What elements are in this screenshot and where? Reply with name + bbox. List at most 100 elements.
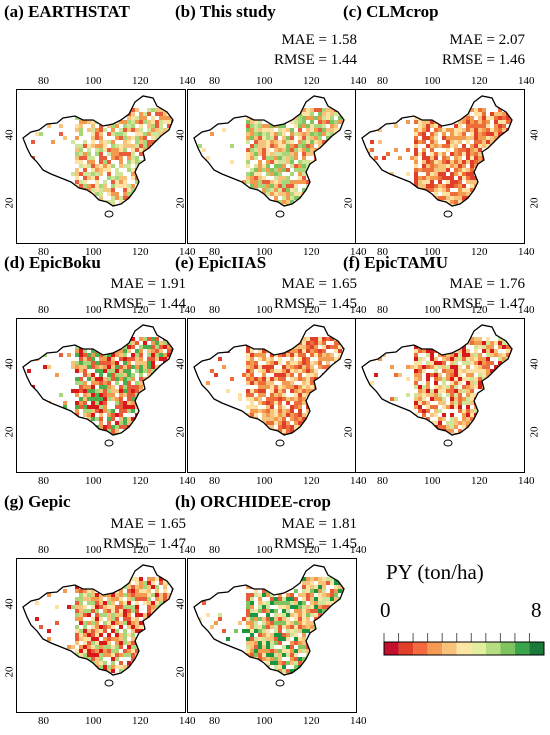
- yield-cell: [470, 369, 474, 373]
- yield-cell: [470, 164, 474, 168]
- yield-cell: [302, 120, 306, 124]
- yield-cell: [107, 369, 111, 373]
- yield-cell: [326, 160, 330, 164]
- yield-cell: [470, 180, 474, 184]
- yield-cell: [514, 365, 518, 369]
- yield-cell: [486, 132, 490, 136]
- yield-cell: [95, 353, 99, 357]
- yield-cell: [167, 188, 171, 192]
- yield-cell: [286, 413, 290, 417]
- yield-cell: [278, 665, 282, 669]
- yield-cell: [502, 144, 506, 148]
- yield-cell: [422, 437, 426, 441]
- yield-cell: [466, 353, 470, 357]
- yield-cell: [131, 385, 135, 389]
- yield-cell: [119, 148, 123, 152]
- yield-cell: [458, 208, 462, 212]
- yield-cell: [127, 184, 131, 188]
- yield-cell: [135, 136, 139, 140]
- yield-cell: [123, 184, 127, 188]
- yield-cell: [254, 108, 258, 112]
- yield-cell: [486, 200, 490, 204]
- yield-cell: [135, 609, 139, 613]
- yield-cell: [422, 208, 426, 212]
- yield-cell: [278, 653, 282, 657]
- yield-cell: [418, 401, 422, 405]
- yield-cell: [466, 401, 470, 405]
- yield-cell: [103, 605, 107, 609]
- yield-cell: [322, 132, 326, 136]
- yield-cell: [159, 433, 163, 435]
- yield-cell: [270, 437, 274, 441]
- yield-cell: [330, 196, 334, 200]
- yield-cell: [151, 585, 155, 589]
- yield-cell: [131, 593, 135, 597]
- yield-cell: [466, 120, 470, 124]
- yield-cell: [302, 381, 306, 385]
- yield-cell: [510, 204, 512, 206]
- yield-cell: [262, 417, 266, 421]
- yield-cell: [506, 413, 510, 417]
- yield-cell: [446, 200, 450, 204]
- yield-cell: [470, 176, 474, 180]
- yield-cell: [478, 429, 482, 433]
- yield-cell: [278, 657, 282, 661]
- yield-cell: [314, 605, 318, 609]
- yield-cell: [99, 361, 103, 365]
- yield-cell: [510, 140, 512, 144]
- yield-cell: [147, 577, 151, 581]
- yield-cell: [270, 337, 274, 341]
- yield-cell: [414, 397, 418, 401]
- mae-label: MAE = 1.65: [281, 276, 357, 292]
- yield-cell: [95, 192, 99, 196]
- yield-cell: [306, 629, 310, 633]
- yield-cell: [135, 116, 139, 120]
- yield-cell: [163, 401, 167, 405]
- yield-cell: [147, 429, 151, 433]
- yield-cell: [151, 345, 155, 349]
- yield-cell: [175, 140, 179, 144]
- yield-cell: [155, 393, 159, 397]
- yield-cell: [450, 160, 454, 164]
- yield-cell: [246, 433, 250, 435]
- yield-cell: [306, 204, 310, 206]
- yield-cell: [175, 120, 179, 124]
- yield-cell: [270, 661, 274, 665]
- yield-cell: [131, 657, 135, 661]
- yield-cell: [87, 645, 91, 649]
- yield-cell: [286, 429, 290, 433]
- yield-cell: [246, 405, 250, 409]
- yield-cell: [143, 653, 147, 657]
- yield-cell: [139, 593, 143, 597]
- yield-cell: [115, 405, 119, 409]
- yield-cell: [510, 409, 512, 413]
- yield-cell: [494, 152, 498, 156]
- yield-cell: [342, 397, 344, 401]
- yield-cell: [111, 653, 115, 657]
- yield-cell: [258, 144, 262, 148]
- yield-cell: [338, 349, 342, 353]
- yield-cell: [266, 124, 270, 128]
- yield-cell: [294, 633, 298, 637]
- yield-cell: [103, 673, 107, 675]
- yield-cell: [326, 581, 330, 585]
- yield-cell: [262, 128, 266, 132]
- country-outline: [193, 95, 345, 207]
- yield-cell: [270, 653, 274, 657]
- yield-cell: [175, 184, 179, 188]
- yield-cell: [91, 609, 95, 613]
- yield-cell: [127, 653, 131, 657]
- yield-cell: [282, 168, 286, 172]
- yield-cell: [262, 188, 266, 192]
- yield-cell: [502, 353, 506, 357]
- yield-cell: [302, 180, 306, 184]
- yield-cell: [474, 124, 478, 128]
- yield-cell: [346, 160, 350, 164]
- yield-cell: [270, 108, 274, 112]
- x-tick-label: 80: [38, 544, 49, 556]
- yield-cell: [290, 413, 294, 417]
- yield-cell: [330, 653, 334, 657]
- yield-cell: [83, 112, 87, 116]
- yield-cell: [83, 180, 87, 184]
- yield-cell: [318, 601, 322, 605]
